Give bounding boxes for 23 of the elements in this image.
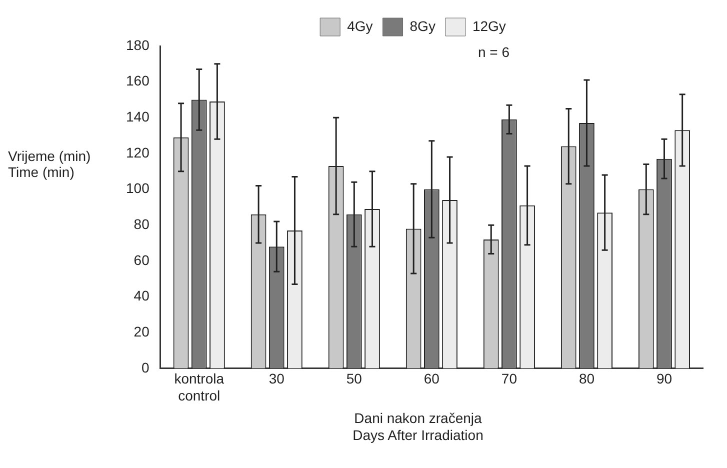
y-tick-label: 80 — [134, 216, 150, 232]
y-tick-label: 180 — [126, 36, 150, 53]
x-tick-label: kontrola control — [174, 370, 224, 404]
y-tick-label: 100 — [126, 180, 150, 196]
x-tick-label: 30 — [268, 370, 285, 387]
y-tick-label: 160 — [126, 72, 150, 89]
x-tick-label: 90 — [656, 370, 672, 387]
y-tick-label: 0 — [142, 359, 150, 376]
x-axis-title: Dani nakon zračenja Days After Irradiation — [352, 410, 484, 444]
y-tick-label: 20 — [134, 323, 150, 340]
legend-label: 4Gy — [347, 18, 373, 34]
y-tick-label: 60 — [134, 252, 150, 268]
legend-label: 12Gy — [472, 18, 506, 34]
y-tick-label: 140 — [126, 108, 150, 125]
x-tick-label: 60 — [424, 370, 440, 387]
y-tick-label: 120 — [126, 144, 150, 160]
annotation: n = 6 — [478, 44, 510, 60]
x-tick-label: 50 — [346, 370, 362, 387]
y-axis-title: Vrijeme (min) Time (min) — [8, 148, 92, 180]
legend-label: 8Gy — [410, 18, 436, 34]
x-tick-label: 80 — [578, 370, 595, 387]
y-tick-label: 40 — [134, 288, 150, 304]
x-tick-label: 70 — [501, 370, 518, 387]
